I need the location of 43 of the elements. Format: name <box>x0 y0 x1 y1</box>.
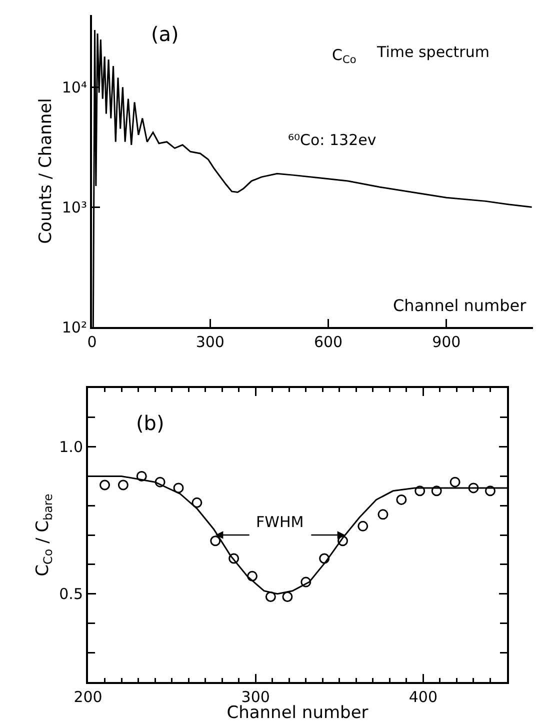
annotation: ⁶⁰Co: 132ev <box>288 131 376 149</box>
annotation: (a) <box>151 22 179 46</box>
point <box>378 509 388 520</box>
annotation: FWHM <box>256 513 304 531</box>
x-tick-label: 300 <box>241 688 270 706</box>
x-axis-title: Channel number <box>393 296 527 315</box>
y-axis-title: Counts / Channel <box>36 98 56 244</box>
x-tick-label: 600 <box>314 333 343 351</box>
point <box>228 553 240 564</box>
point <box>484 486 496 496</box>
point <box>173 482 184 494</box>
x-tick-label: 400 <box>408 688 438 706</box>
point <box>247 570 258 582</box>
point <box>468 482 479 494</box>
x-tick-label: 900 <box>432 333 461 351</box>
x-tick-label: 300 <box>196 333 224 351</box>
point <box>192 497 202 508</box>
x-tick-label: 0 <box>87 333 97 351</box>
point <box>319 553 330 564</box>
point <box>210 536 221 546</box>
point <box>118 480 128 490</box>
point <box>450 476 460 488</box>
point <box>338 536 348 546</box>
annotation: C$_{Co}$ <box>332 46 356 66</box>
annotation: Time spectrum <box>376 43 490 61</box>
point <box>100 480 110 490</box>
y-tick-label: 10⁴ <box>62 78 87 96</box>
point <box>300 576 312 588</box>
point <box>265 591 276 602</box>
point <box>282 591 293 602</box>
x-axis-title: Channel number <box>226 703 368 723</box>
point <box>414 486 426 496</box>
point <box>358 520 368 532</box>
y-tick-label: 1.0 <box>59 438 83 456</box>
annotation: (b) <box>136 411 164 435</box>
y-tick-label: 10³ <box>62 198 87 216</box>
point <box>396 494 407 505</box>
point <box>154 476 166 488</box>
point <box>431 486 442 496</box>
y-tick-label: 0.5 <box>59 585 83 604</box>
x-tick-label: 200 <box>74 688 102 706</box>
point <box>136 470 147 482</box>
y-tick-label: 10² <box>62 318 87 336</box>
